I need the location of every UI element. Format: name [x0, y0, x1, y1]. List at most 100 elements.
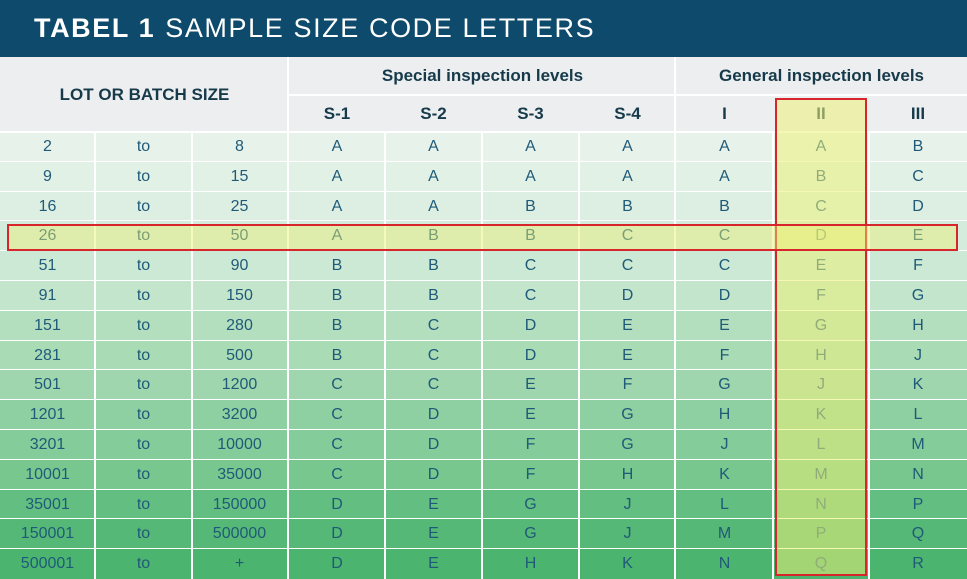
lot-to-cell: to	[136, 495, 151, 513]
code-s3-cell: B	[525, 227, 536, 245]
lot-until-cell: 90	[230, 257, 249, 275]
code-iii-cell: N	[912, 465, 924, 483]
code-ii-cell: D	[815, 227, 827, 245]
code-s4-cell: F	[622, 376, 633, 394]
code-s2-cell: B	[428, 287, 439, 304]
code-s1-cell: A	[331, 138, 343, 155]
lot-until-cell: 150	[226, 287, 253, 304]
column-divider	[772, 132, 774, 579]
table-row: 16 to 25 A A B B B C D	[0, 191, 967, 222]
code-s4-cell: J	[623, 525, 632, 543]
code-i-cell: B	[719, 197, 730, 215]
code-i-cell: G	[718, 376, 731, 394]
divider	[0, 131, 967, 133]
code-s3-cell: G	[524, 525, 537, 543]
lot-from-cell: 16	[38, 197, 57, 215]
code-s3-cell: A	[525, 138, 536, 155]
code-s1-cell: D	[331, 555, 343, 573]
code-i-cell: M	[717, 525, 732, 543]
code-s4-cell: G	[621, 406, 634, 424]
code-ii-cell: E	[815, 257, 827, 275]
code-s1-cell: A	[331, 197, 343, 215]
table-row: 3201 to 10000 C D F G J L M	[0, 430, 967, 460]
code-i-cell: N	[718, 555, 731, 573]
lot-to-cell: to	[136, 287, 151, 304]
table-row: 91 to 150 B B C D D F G	[0, 281, 967, 311]
lot-to-cell: to	[136, 346, 151, 364]
code-iii-cell: K	[912, 376, 924, 394]
table-row: 501 to 1200 C C E F G J K	[0, 370, 967, 401]
code-s4-cell: G	[621, 436, 634, 453]
column-header-s4: S-4	[579, 95, 676, 132]
column-divider	[384, 132, 386, 579]
lot-from-cell: 26	[38, 227, 57, 245]
code-iii-cell: P	[912, 495, 924, 513]
column-divider	[868, 132, 870, 579]
column-divider	[578, 132, 580, 579]
lot-until-cell: 25	[230, 197, 249, 215]
code-iii-cell: H	[912, 316, 924, 334]
code-ii-cell: M	[814, 465, 828, 483]
lot-to-cell: to	[136, 257, 151, 275]
special-levels-header: Special inspection levels	[289, 57, 676, 95]
code-ii-cell: C	[815, 197, 827, 215]
table-row: 10001 to 35000 C D F H K M N	[0, 459, 967, 490]
code-s3-cell: E	[525, 406, 536, 424]
lot-from-cell: 10001	[25, 465, 70, 483]
column-divider	[94, 132, 96, 579]
code-i-cell: A	[719, 167, 730, 185]
code-iii-cell: M	[911, 436, 925, 453]
table-title-text: SAMPLE SIZE CODE LETTERS	[165, 13, 596, 43]
code-s4-cell: A	[622, 167, 633, 185]
lot-until-cell: 150000	[212, 495, 267, 513]
table-row: 51 to 90 B B C C C E F	[0, 251, 967, 282]
code-s2-cell: D	[427, 465, 440, 483]
code-s2-cell: E	[428, 555, 439, 573]
lot-from-cell: 500001	[20, 555, 75, 573]
code-s2-cell: C	[427, 346, 440, 364]
code-iii-cell: G	[911, 287, 925, 304]
lot-from-cell: 3201	[29, 436, 66, 453]
lot-until-cell: 10000	[217, 436, 262, 453]
code-s1-cell: A	[331, 227, 343, 245]
code-s2-cell: A	[428, 167, 439, 185]
code-iii-cell: B	[912, 138, 924, 155]
lot-until-cell: 15	[230, 167, 249, 185]
lot-until-cell: 3200	[221, 406, 258, 424]
code-s1-cell: B	[331, 316, 343, 334]
lot-to-cell: to	[136, 525, 151, 543]
lot-to-cell: to	[136, 376, 151, 394]
code-i-cell: L	[720, 495, 729, 513]
code-ii-cell: G	[814, 316, 828, 334]
code-s3-cell: C	[524, 287, 537, 304]
code-s3-cell: D	[524, 346, 537, 364]
code-s2-cell: D	[427, 406, 440, 424]
code-i-cell: F	[719, 346, 730, 364]
code-i-cell: C	[718, 227, 731, 245]
code-s3-cell: B	[525, 197, 536, 215]
code-s1-cell: A	[331, 167, 343, 185]
lot-to-cell: to	[136, 197, 151, 215]
column-divider	[191, 132, 193, 579]
code-s3-cell: A	[525, 167, 536, 185]
lot-until-cell: 1200	[221, 376, 258, 394]
code-i-cell: A	[719, 138, 730, 155]
code-s1-cell: B	[331, 257, 343, 275]
lot-from-cell: 150001	[20, 525, 75, 543]
code-s3-cell: E	[525, 376, 536, 394]
lot-size-header: LOT OR BATCH SIZE	[0, 57, 289, 132]
lot-until-cell: 280	[226, 316, 253, 334]
lot-from-cell: 501	[34, 376, 61, 394]
lot-from-cell: 9	[43, 167, 52, 185]
table-row: 150001 to 500000 D E G J M P Q	[0, 519, 967, 550]
code-i-cell: E	[719, 316, 730, 334]
code-s3-cell: D	[524, 316, 537, 334]
code-iii-cell: F	[913, 257, 923, 275]
code-s2-cell: C	[427, 316, 440, 334]
code-s3-cell: H	[524, 555, 537, 573]
lot-to-cell: to	[136, 465, 151, 483]
column-header-ii: II	[773, 95, 869, 132]
code-s1-cell: B	[331, 346, 343, 364]
column-header-s1: S-1	[289, 95, 385, 132]
table-row: 151 to 280 B C D E E G H	[0, 310, 967, 341]
